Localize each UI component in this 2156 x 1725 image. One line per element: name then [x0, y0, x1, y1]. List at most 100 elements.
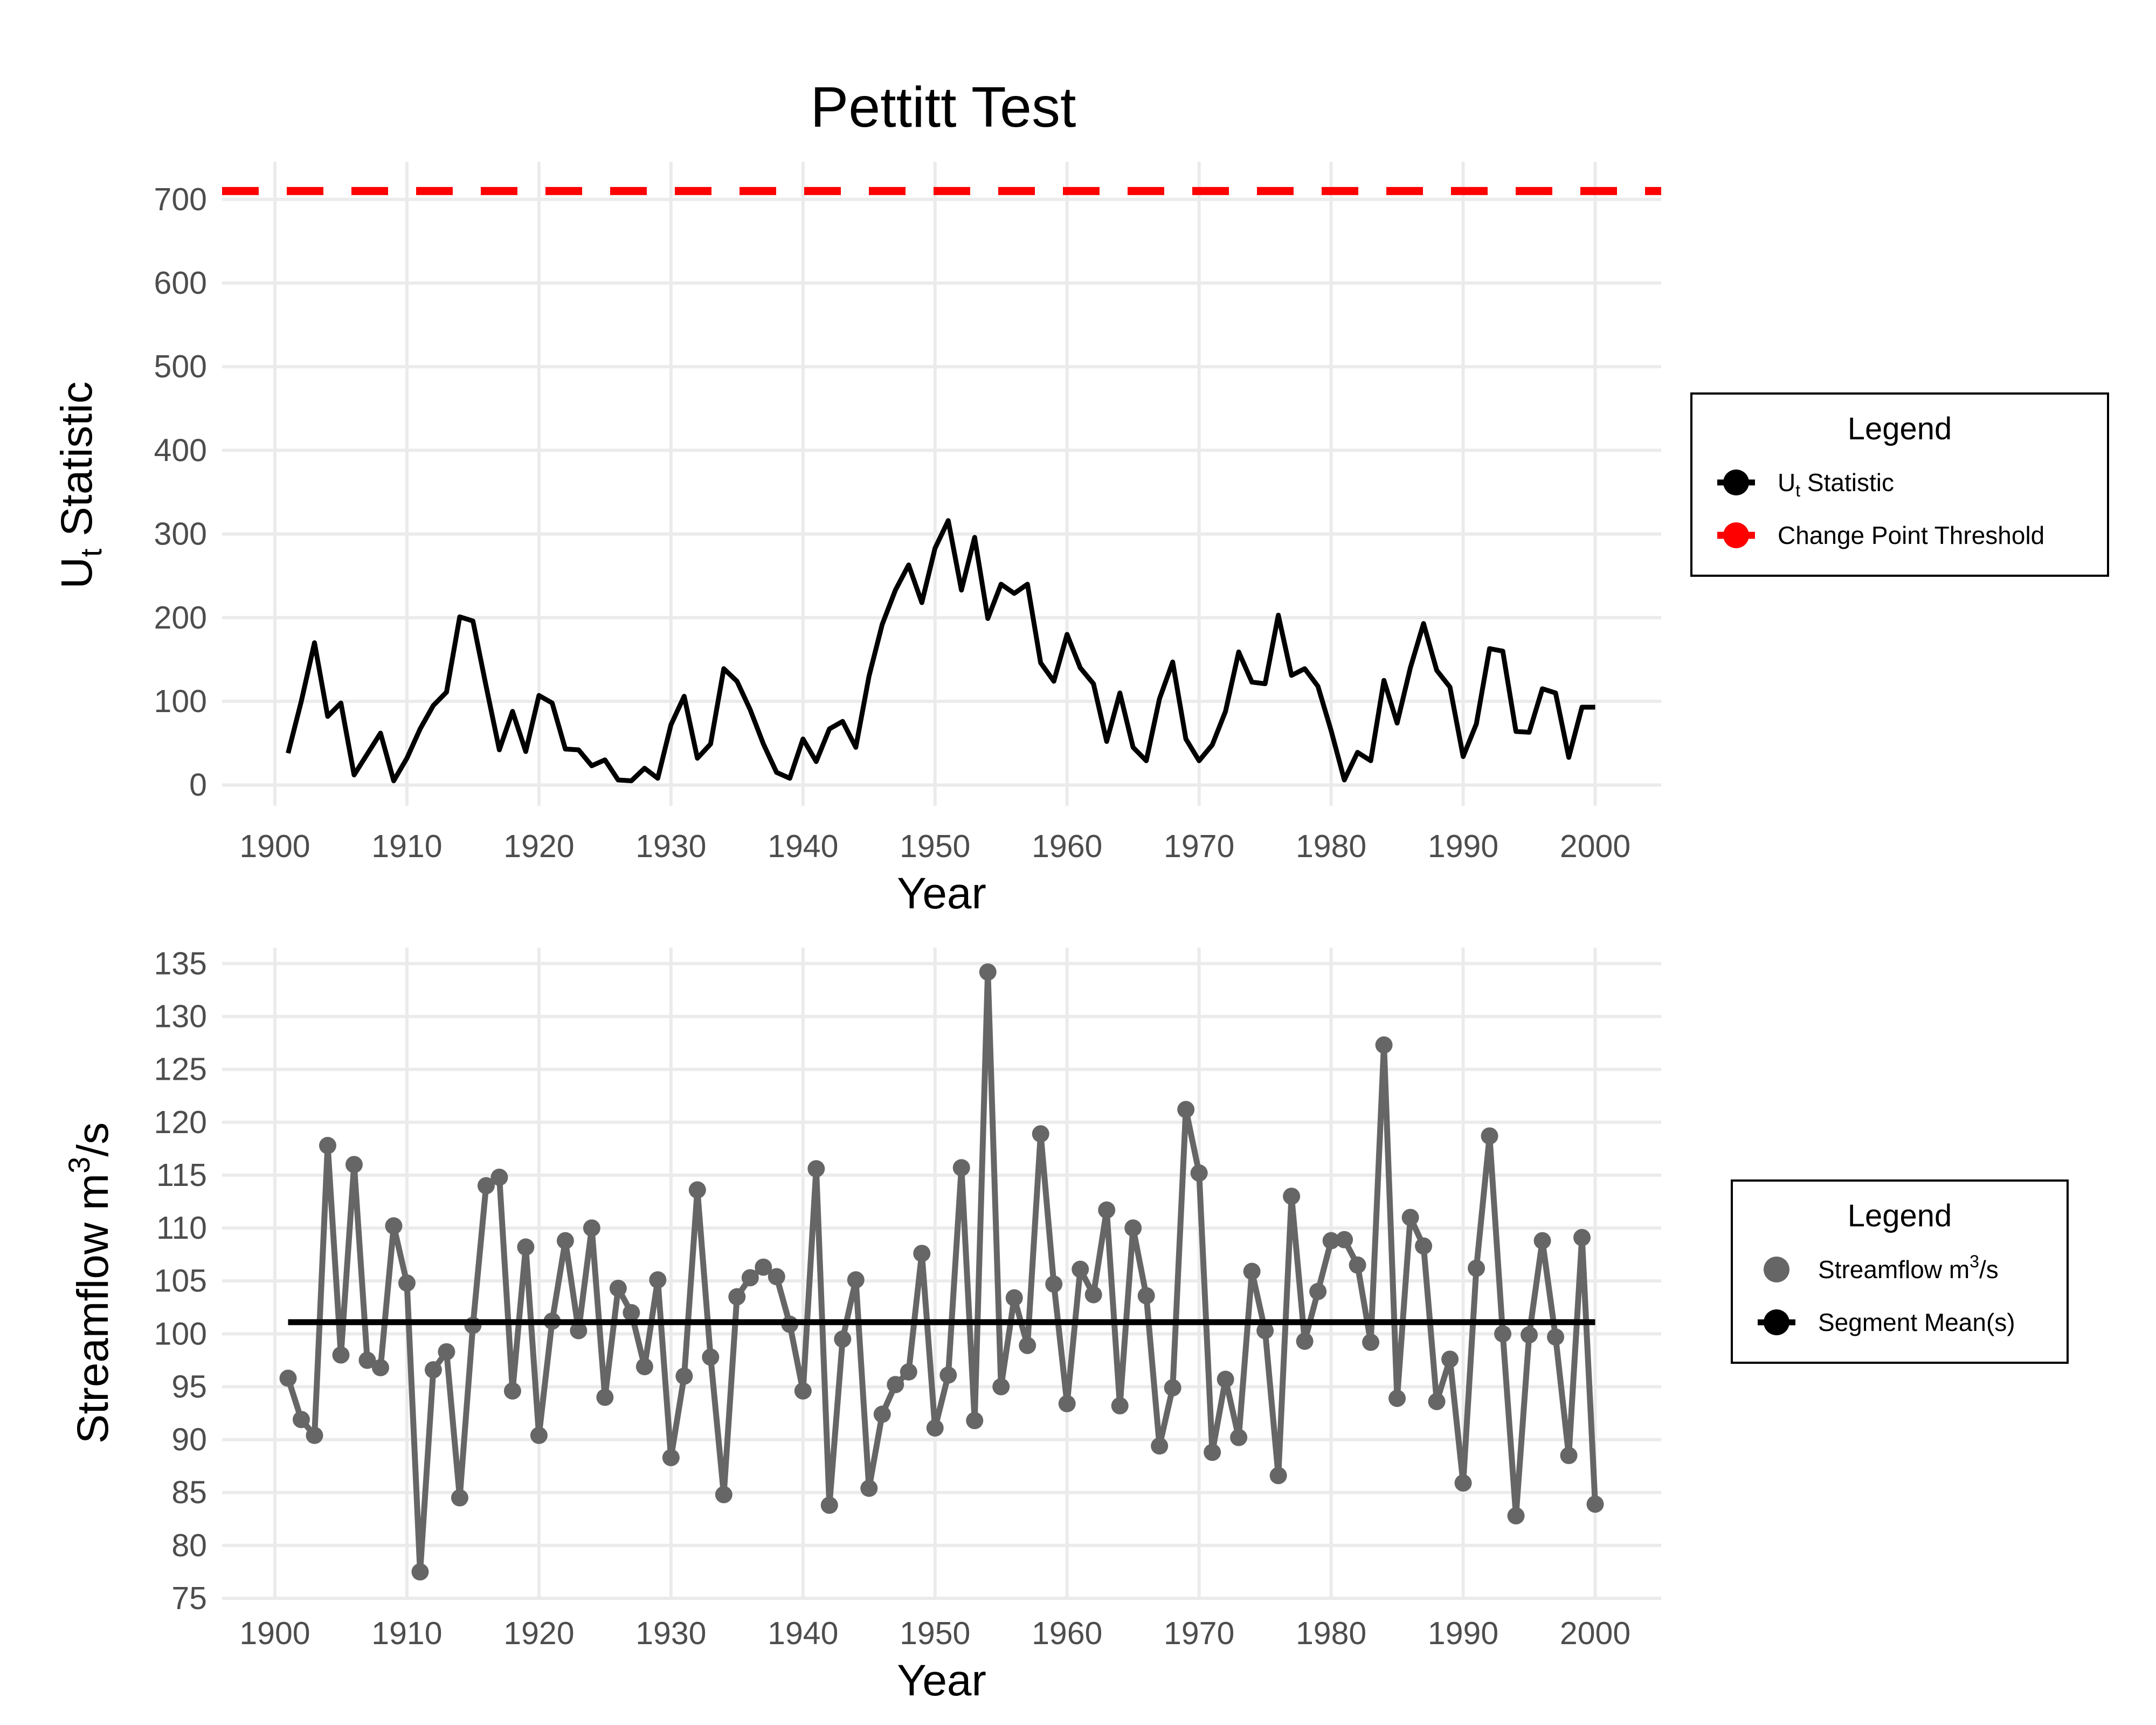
- y-tick-label: 110: [156, 1210, 207, 1246]
- streamflow-point: [1322, 1232, 1340, 1250]
- streamflow-point: [635, 1358, 653, 1376]
- y-tick-label: 115: [156, 1157, 207, 1193]
- streamflow-point: [755, 1258, 772, 1276]
- streamflow-point: [411, 1563, 429, 1581]
- streamflow-point: [820, 1496, 838, 1514]
- streamflow-point: [345, 1156, 363, 1174]
- streamflow-point: [913, 1245, 931, 1262]
- streamflow-point: [1428, 1392, 1446, 1410]
- streamflow-point: [1177, 1101, 1195, 1119]
- streamflow-point: [1045, 1275, 1063, 1293]
- streamflow-point: [596, 1389, 614, 1406]
- streamflow-point: [1494, 1325, 1512, 1343]
- streamflow-point: [1283, 1188, 1301, 1205]
- streamflow-point: [371, 1359, 389, 1377]
- y-axis-title-rest: Statistic: [52, 382, 101, 549]
- streamflow-point: [649, 1271, 667, 1289]
- legend-label-main: Segment Mean(s): [1818, 1308, 2015, 1336]
- streamflow-point: [1454, 1474, 1472, 1492]
- legend-label-superscript: 3: [1970, 1252, 1979, 1271]
- streamflow-point: [1058, 1395, 1076, 1412]
- y-tick-label: 80: [171, 1528, 207, 1563]
- y-tick-label: 125: [154, 1052, 207, 1087]
- legend-label: Change Point Threshold: [1778, 521, 2044, 549]
- streamflow-point: [1388, 1390, 1406, 1407]
- streamflow-point: [847, 1271, 865, 1289]
- figure-title: Pettitt Test: [811, 75, 1076, 139]
- x-tick-label: 1930: [635, 829, 706, 864]
- streamflow-point: [1256, 1322, 1274, 1340]
- streamflow-point: [358, 1351, 376, 1369]
- legend: Legend Streamflow m3/s Segment Mean(s): [1731, 1179, 2069, 1364]
- x-tick-label: 1960: [1032, 829, 1102, 864]
- y-axis-title-superscript: 3: [62, 1157, 96, 1174]
- legend-label-main: Change Point Threshold: [1778, 521, 2044, 549]
- legend-title: Legend: [1848, 411, 1952, 446]
- streamflow-point: [1349, 1256, 1366, 1274]
- streamflow-point: [306, 1426, 323, 1444]
- streamflow-point: [1269, 1467, 1287, 1485]
- x-tick-label: 1980: [1296, 1616, 1366, 1651]
- streamflow-line: [285, 969, 1599, 1575]
- streamflow-point: [926, 1419, 944, 1437]
- streamflow-point: [1005, 1289, 1023, 1307]
- streamflow-point: [503, 1382, 521, 1400]
- streamflow-point: [715, 1486, 733, 1503]
- streamflow-point: [1586, 1495, 1604, 1513]
- streamflow-point: [979, 963, 997, 981]
- streamflow-point: [768, 1268, 785, 1286]
- streamflow-point: [1533, 1232, 1551, 1250]
- streamflow-point: [702, 1348, 720, 1366]
- streamflow-point: [1217, 1370, 1234, 1388]
- streamflow-point: [952, 1159, 970, 1177]
- streamflow-point: [583, 1219, 600, 1237]
- x-tick-label: 1940: [768, 829, 838, 864]
- streamflow-point: [807, 1160, 825, 1178]
- legend-key-point: [1764, 1309, 1789, 1335]
- y-tick-label: 400: [154, 432, 207, 468]
- legend-label: Segment Mean(s): [1818, 1308, 2015, 1336]
- streamflow-point: [1164, 1379, 1181, 1397]
- streamflow-point: [1441, 1350, 1459, 1368]
- x-tick-label: 1970: [1164, 829, 1234, 864]
- chart-panel-2: 1900 1910 1920 1930 1940 1950 1960 1970 1980 1990…: [62, 946, 2069, 1705]
- x-tick-label: 1980: [1296, 829, 1366, 864]
- streamflow-point: [438, 1343, 455, 1361]
- x-tick-label: 1920: [503, 1616, 574, 1651]
- streamflow-point: [1243, 1262, 1261, 1280]
- legend-label-main: U: [1778, 468, 1795, 496]
- streamflow-point: [332, 1346, 350, 1364]
- x-axis-title: Year: [897, 1656, 986, 1705]
- x-tick-label: 1990: [1428, 829, 1498, 864]
- streamflow-point: [887, 1376, 904, 1393]
- streamflow-point: [1098, 1201, 1116, 1219]
- legend-label-main: Streamflow m: [1818, 1255, 1970, 1284]
- x-tick-label: 1930: [635, 1616, 706, 1651]
- streamflow-point: [662, 1448, 680, 1466]
- y-tick-label: 135: [154, 946, 207, 981]
- streamflow-point: [1547, 1328, 1565, 1346]
- x-tick-label: 2000: [1560, 829, 1630, 864]
- y-axis-title-subscript: t: [74, 548, 108, 557]
- streamflow-point: [398, 1274, 416, 1292]
- legend-label: Ut Statistic: [1778, 468, 1894, 500]
- streamflow-point: [556, 1232, 574, 1250]
- streamflow-point: [292, 1411, 310, 1429]
- legend-label-rest: Statistic: [1800, 468, 1894, 496]
- streamflow-point: [1190, 1164, 1208, 1182]
- y-tick-label: 105: [154, 1263, 207, 1299]
- streamflow-point: [1032, 1125, 1049, 1143]
- streamflow-point: [728, 1288, 746, 1306]
- streamflow-point: [424, 1361, 442, 1379]
- streamflow-point: [860, 1479, 878, 1497]
- legend-label: Streamflow m3/s: [1818, 1252, 1999, 1284]
- streamflow-point: [1084, 1286, 1102, 1303]
- y-tick-label: 500: [154, 349, 207, 384]
- y-tick-label: 0: [189, 767, 207, 803]
- chart-panel-1: 1900 1910 1920 1930 1940 1950 1960 1970 1980 1990…: [52, 162, 2109, 918]
- y-tick-label: 100: [154, 1316, 207, 1351]
- streamflow-point: [530, 1426, 548, 1444]
- streamflow-point: [1521, 1326, 1538, 1344]
- streamflow-point: [794, 1382, 812, 1400]
